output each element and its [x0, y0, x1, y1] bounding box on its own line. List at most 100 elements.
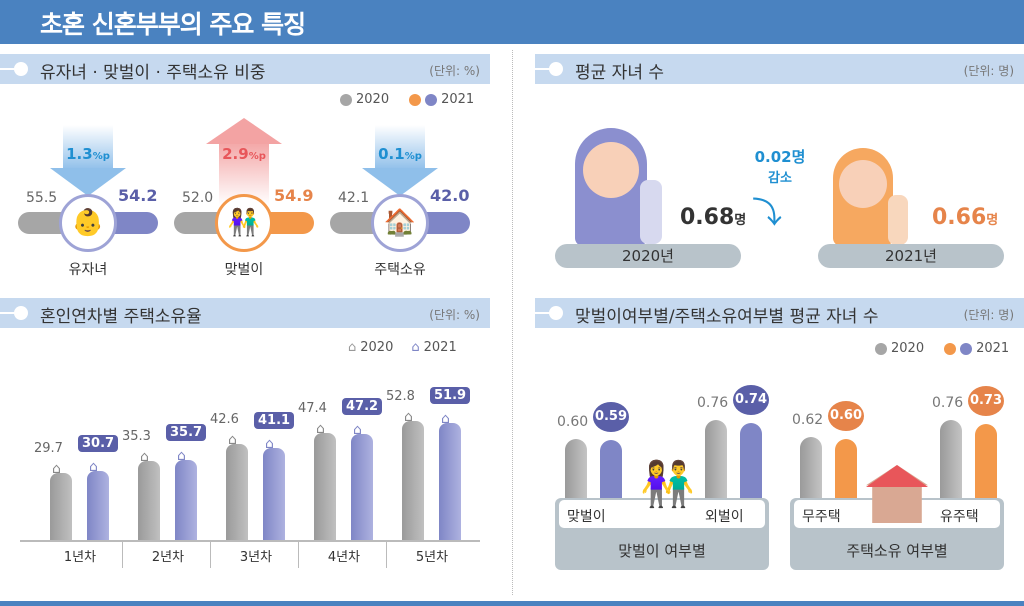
- bar-2020: [138, 460, 160, 540]
- arrow-shaft: [63, 125, 113, 170]
- year-label-2021: 2021년: [818, 244, 1004, 268]
- data-label-2021: 0.73: [968, 385, 1004, 416]
- section-header-children-by-group: 맞벌이여부별/주택소유여부별 평균 자녀 수 (단위: 명): [535, 298, 1024, 328]
- legend: 2020 2021: [875, 341, 1009, 356]
- house-icon: ⌂: [177, 447, 186, 464]
- bar-2021: [263, 447, 285, 540]
- data-label-2021: 47.2: [342, 397, 383, 415]
- house-icon: ⌂: [441, 411, 450, 428]
- group-title: 맞벌이 여부별: [618, 542, 706, 560]
- legend-dot-2020: [340, 93, 352, 106]
- data-label-2020: 47.4: [298, 401, 327, 417]
- section-header-children: 평균 자녀 수 (단위: 명): [535, 54, 1024, 84]
- bar-2021: [439, 423, 461, 540]
- bottle-icon: [640, 180, 662, 244]
- year-label-2020: 2020년: [555, 244, 741, 268]
- value-2020: 42.1: [338, 190, 370, 206]
- bar-2020: [402, 421, 424, 540]
- arrow-up-icon: [206, 118, 282, 144]
- couple-icon: 👫: [215, 194, 273, 252]
- x-tick-label: 4년차: [327, 550, 361, 565]
- bar-2021: [175, 459, 197, 540]
- data-label-2020: 42.6: [210, 412, 239, 428]
- divider: [512, 50, 513, 595]
- bar-2020: [314, 433, 336, 540]
- section-title: 유자녀 · 맞벌이 · 주택소유 비중: [40, 63, 266, 83]
- baby-icon: 👶: [59, 194, 117, 252]
- legend-2021: 2021: [423, 340, 457, 355]
- house-icon: ⌂: [52, 461, 61, 478]
- house-icon: ⌂: [353, 421, 362, 438]
- unit-label: (단위: 명): [963, 308, 1014, 322]
- section-title: 평균 자녀 수: [575, 63, 665, 83]
- roof-icon: [866, 465, 928, 487]
- value-2021: 54.2: [118, 186, 158, 205]
- category-label: 유주택: [940, 509, 979, 525]
- data-label-2021: 41.1: [254, 411, 295, 429]
- legend-2020: 2020: [356, 92, 390, 107]
- house-icon: ⌂: [89, 458, 98, 475]
- unit-label: (단위: %): [429, 308, 480, 322]
- house-icon: ⌂: [228, 432, 237, 449]
- bottle-icon: [888, 195, 908, 245]
- legend-dot-2021-orange: [409, 93, 422, 106]
- bar-2021: [600, 440, 622, 510]
- unit-label: (단위: 명): [963, 64, 1014, 78]
- legend-2020: 2020: [891, 341, 925, 356]
- unit-label: (단위: %): [429, 64, 480, 78]
- tick-separator: [386, 540, 387, 568]
- baby-2020-icon: [575, 128, 647, 246]
- change-value: 2.9%p: [222, 145, 266, 163]
- data-label-2021: 0.59: [593, 402, 629, 433]
- title-bar: 초혼 신혼부부의 주요 특징: [0, 0, 1024, 44]
- legend-2021: 2021: [441, 92, 475, 107]
- value-2020: 52.0: [182, 190, 214, 206]
- x-tick-label: 1년차: [63, 550, 97, 565]
- house-icon-2020: ⌂: [348, 340, 357, 355]
- label-strip: [559, 500, 765, 528]
- data-label-2020: 35.3: [122, 428, 151, 444]
- arrow-shaft: [375, 125, 425, 170]
- data-label-2020: 0.76: [932, 395, 964, 412]
- bar-2020: [705, 420, 727, 510]
- arrow-down-icon: [362, 168, 438, 196]
- group-title: 주택소유 여부별: [846, 542, 948, 560]
- footer-bar: [0, 601, 1024, 606]
- change-value: 0.1%p: [378, 145, 422, 163]
- x-axis: [20, 540, 480, 542]
- value-2020: 0.68명: [680, 205, 747, 230]
- bar-2020: [800, 436, 822, 510]
- legend-dot-2021-purple: [960, 342, 973, 355]
- data-label-2021: 30.7: [78, 434, 119, 452]
- legend-2021: 2021: [976, 341, 1010, 356]
- house-icon: ⌂: [265, 435, 274, 452]
- category-label: 외벌이: [705, 509, 744, 525]
- tick-separator: [298, 540, 299, 568]
- category-label: 맞벌이: [567, 509, 606, 525]
- tick-separator: [210, 540, 211, 568]
- section-header-ratios: 유자녀 · 맞벌이 · 주택소유 비중 (단위: %): [0, 54, 490, 84]
- tick-separator: [122, 540, 123, 568]
- house-icon: ⌂: [316, 421, 325, 438]
- value-2021: 42.0: [430, 186, 470, 205]
- section-header-housing: 혼인연차별 주택소유율 (단위: %): [0, 298, 490, 328]
- house-icon: ⌂: [404, 409, 413, 426]
- data-label-2020: 0.60: [557, 414, 589, 431]
- data-label-2021: 51.9: [430, 387, 471, 405]
- legend-2020: 2020: [360, 340, 394, 355]
- x-tick-label: 5년차: [415, 550, 449, 565]
- legend-dot-2021-orange: [944, 342, 957, 355]
- data-label-2020: 29.7: [34, 441, 63, 457]
- legend: 2020 2021: [340, 92, 474, 107]
- section-title: 맞벌이여부별/주택소유여부별 평균 자녀 수: [575, 307, 879, 327]
- x-tick-label: 3년차: [239, 550, 273, 565]
- bar-2020: [226, 444, 248, 540]
- baby-2021-icon: [833, 148, 893, 246]
- house-icon: ⌂: [140, 448, 149, 465]
- data-label-2021: 0.60: [828, 401, 864, 432]
- page-title: 초혼 신혼부부의 주요 특징: [40, 10, 306, 39]
- bar-2021: [351, 433, 373, 540]
- value-2021: 54.9: [274, 186, 314, 205]
- change-value: 1.3%p: [66, 145, 110, 163]
- value-2020: 55.5: [26, 190, 58, 206]
